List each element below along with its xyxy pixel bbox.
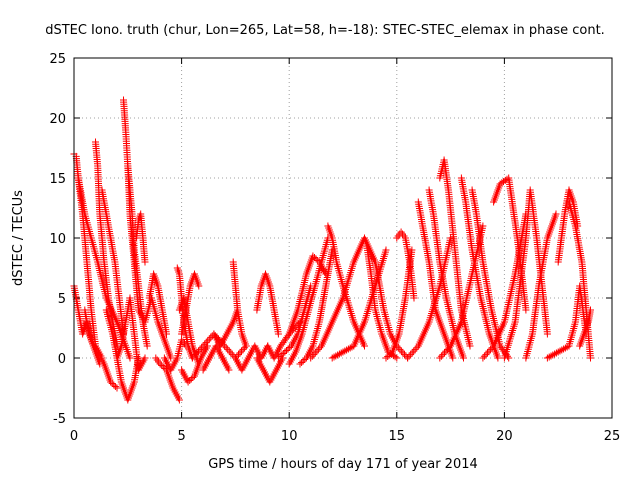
data-series-arc bbox=[522, 210, 560, 362]
y-tick-label: 20 bbox=[49, 112, 66, 127]
y-tick-label: -5 bbox=[53, 412, 66, 427]
data-series-arc bbox=[178, 270, 203, 338]
y-tick-label: 15 bbox=[49, 172, 66, 187]
grid-lines bbox=[74, 58, 612, 418]
data-series-arc bbox=[361, 234, 401, 362]
y-tick-label: 10 bbox=[49, 232, 66, 247]
data-points bbox=[70, 96, 594, 404]
x-tick-label: 0 bbox=[70, 429, 78, 444]
data-series-arc bbox=[253, 354, 287, 386]
data-series-arc bbox=[124, 162, 151, 350]
data-series-arc bbox=[145, 270, 170, 338]
data-series-arc bbox=[132, 210, 149, 266]
tick-labels: 0 5 10 15 20 25 -5 0 5 10 15 20 25 bbox=[49, 52, 620, 444]
data-series-arc bbox=[178, 342, 211, 386]
data-series-arc bbox=[98, 186, 127, 338]
chart-title: dSTEC Iono. truth (chur, Lon=265, Lat=58… bbox=[45, 23, 605, 38]
x-tick-label: 10 bbox=[281, 429, 298, 444]
x-tick-label: 15 bbox=[389, 429, 406, 444]
data-series-arc bbox=[468, 186, 513, 362]
x-tick-label: 25 bbox=[604, 429, 621, 444]
y-tick-label: 0 bbox=[58, 352, 66, 367]
plot-frame bbox=[73, 57, 613, 419]
y-axis-label: dSTEC / TECUs bbox=[11, 190, 26, 286]
data-series-arc bbox=[274, 282, 315, 362]
data-series-arc bbox=[113, 294, 149, 374]
data-series-arc bbox=[393, 228, 418, 302]
x-tick-label: 5 bbox=[177, 429, 185, 444]
data-series-arc bbox=[92, 138, 121, 350]
data-series-arc bbox=[576, 306, 594, 350]
data-series-arc bbox=[81, 306, 121, 392]
x-tick-label: 20 bbox=[496, 429, 513, 444]
y-tick-label: 5 bbox=[58, 292, 66, 307]
data-series-arc bbox=[231, 342, 272, 374]
data-series-arc bbox=[229, 258, 250, 350]
data-series-arc bbox=[160, 336, 190, 374]
data-series-arc bbox=[135, 294, 175, 362]
data-series-arc bbox=[152, 354, 183, 404]
data-series-arc bbox=[210, 306, 242, 350]
data-series-arc bbox=[425, 186, 467, 362]
data-series-arc bbox=[436, 156, 474, 350]
data-series-arc bbox=[253, 270, 282, 338]
data-series-arc bbox=[457, 174, 502, 362]
data-series-arc bbox=[296, 246, 336, 368]
data-series-arc bbox=[404, 234, 455, 362]
y-tick-label: 25 bbox=[49, 52, 66, 67]
x-axis-label: GPS time / hours of day 171 of year 2014 bbox=[208, 457, 478, 472]
data-series-arc bbox=[414, 198, 457, 362]
data-series-arc bbox=[285, 252, 330, 338]
data-series-arc bbox=[199, 342, 233, 374]
